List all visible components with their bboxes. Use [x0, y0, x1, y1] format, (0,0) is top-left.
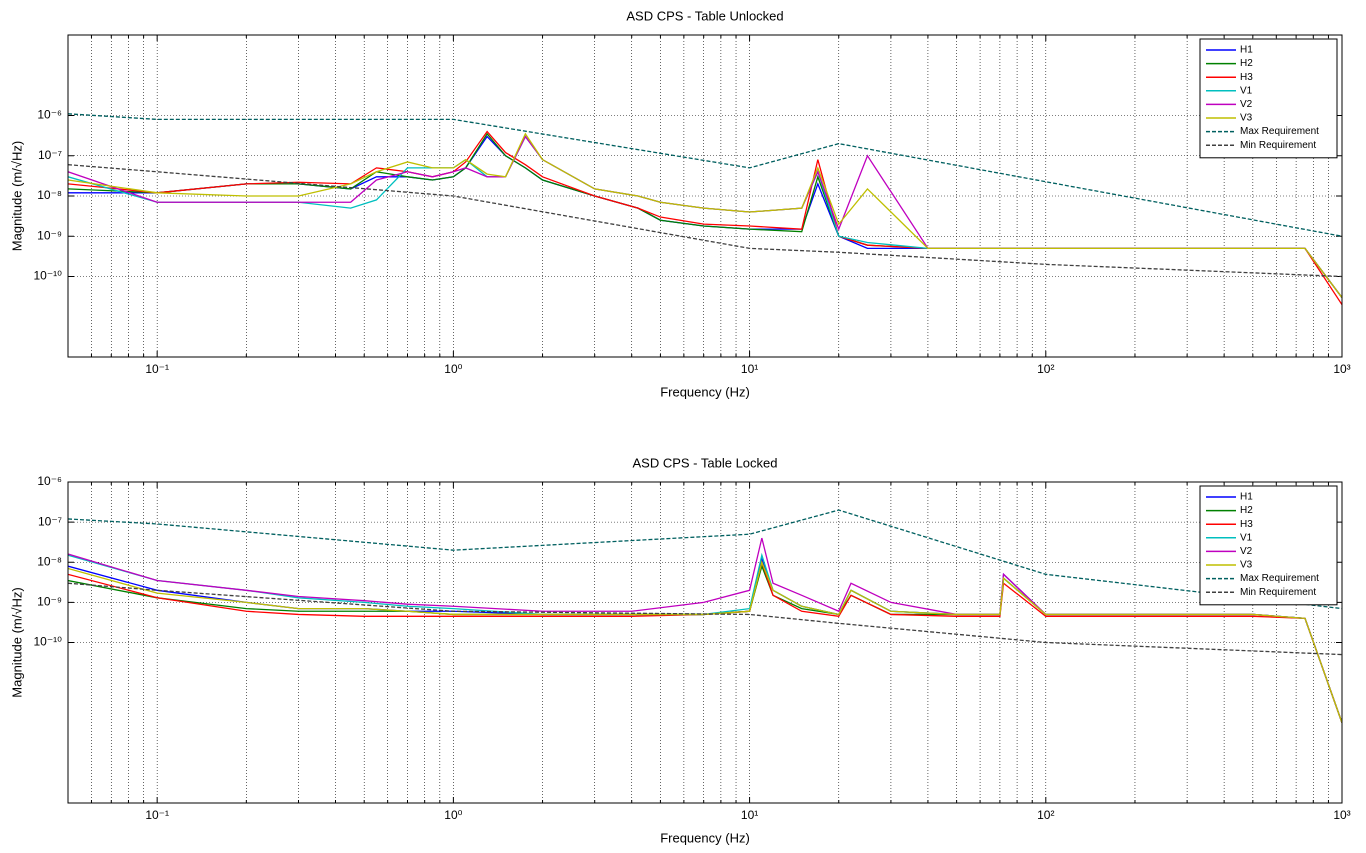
plot-frame [67, 34, 1343, 358]
x-tick-label: 10³ [1333, 808, 1350, 822]
legend-label: H1 [1240, 492, 1253, 503]
series-line [68, 552, 1342, 723]
series-line [68, 509, 1342, 610]
legend: H1 H2 H3 V1 V2 V3 Max Requirement Min Requireme… [1199, 38, 1338, 159]
legend-label: V1 [1240, 85, 1253, 96]
chart-title: ASD CPS - Table Locked [633, 455, 778, 470]
y-tick-label: 10⁻⁹ [37, 595, 62, 609]
legend: H1 H2 H3 V1 V2 V3 Max Requirement Min Requireme… [1199, 485, 1338, 606]
series-line [68, 135, 1342, 298]
x-tick-label: 10³ [1333, 362, 1350, 376]
chart-title: ASD CPS - Table Unlocked [626, 8, 783, 23]
series-line [68, 582, 1342, 656]
x-tick-label: 10⁰ [444, 808, 462, 822]
y-axis-label: Magnitude (m/√Hz) [9, 587, 24, 697]
x-axis-label: Frequency (Hz) [660, 830, 750, 845]
y-tick-label: 10⁻⁸ [37, 554, 62, 568]
legend-label: H2 [1240, 505, 1253, 516]
series-line [68, 132, 1342, 298]
y-tick-label: 10⁻⁶ [37, 108, 62, 122]
series-line [68, 537, 1342, 723]
legend-label: Min Requirement [1240, 140, 1316, 151]
legend-label: Max Requirement [1240, 573, 1319, 584]
y-tick-label: 10⁻⁷ [38, 514, 62, 528]
legend-box [1199, 485, 1338, 606]
x-tick-label: 10¹ [741, 808, 758, 822]
y-tick-label: 10⁻⁷ [38, 148, 62, 162]
series-line [68, 556, 1342, 723]
plot-frame [67, 481, 1343, 804]
y-tick-label: 10⁻⁹ [37, 228, 62, 242]
x-tick-label: 10² [1037, 808, 1054, 822]
series-line [68, 130, 1342, 305]
legend-label: V1 [1240, 532, 1253, 543]
series-line [68, 132, 1342, 298]
y-tick-label: 10⁻¹⁰ [34, 269, 63, 283]
legend-label: Min Requirement [1240, 587, 1316, 598]
series-line [68, 559, 1342, 723]
legend-label: H3 [1240, 72, 1253, 83]
series-line [68, 560, 1342, 723]
legend-label: H2 [1240, 58, 1253, 69]
series-line [68, 135, 1342, 298]
x-tick-label: 10⁰ [444, 362, 462, 376]
x-axis-label: Frequency (Hz) [660, 384, 750, 399]
y-tick-label: 10⁻¹⁰ [34, 635, 63, 649]
legend-label: H3 [1240, 519, 1253, 530]
series-line [68, 564, 1342, 723]
series-line [68, 164, 1342, 278]
legend-label: V2 [1240, 546, 1253, 557]
legend-label: Max Requirement [1240, 126, 1319, 137]
series-line [68, 135, 1342, 298]
legend-label: V3 [1240, 560, 1253, 571]
legend-label: H1 [1240, 45, 1253, 56]
x-tick-label: 10⁻¹ [145, 362, 169, 376]
legend-label: V3 [1240, 113, 1253, 124]
x-tick-label: 10² [1037, 362, 1054, 376]
series-line [68, 113, 1342, 237]
x-tick-label: 10⁻¹ [145, 808, 169, 822]
x-tick-label: 10¹ [741, 362, 758, 376]
legend-label: V2 [1240, 99, 1253, 110]
y-tick-label: 10⁻⁸ [37, 188, 62, 202]
legend-box [1199, 38, 1338, 159]
y-tick-label: 10⁻⁶ [37, 474, 62, 488]
y-axis-label: Magnitude (m/√Hz) [9, 141, 24, 251]
